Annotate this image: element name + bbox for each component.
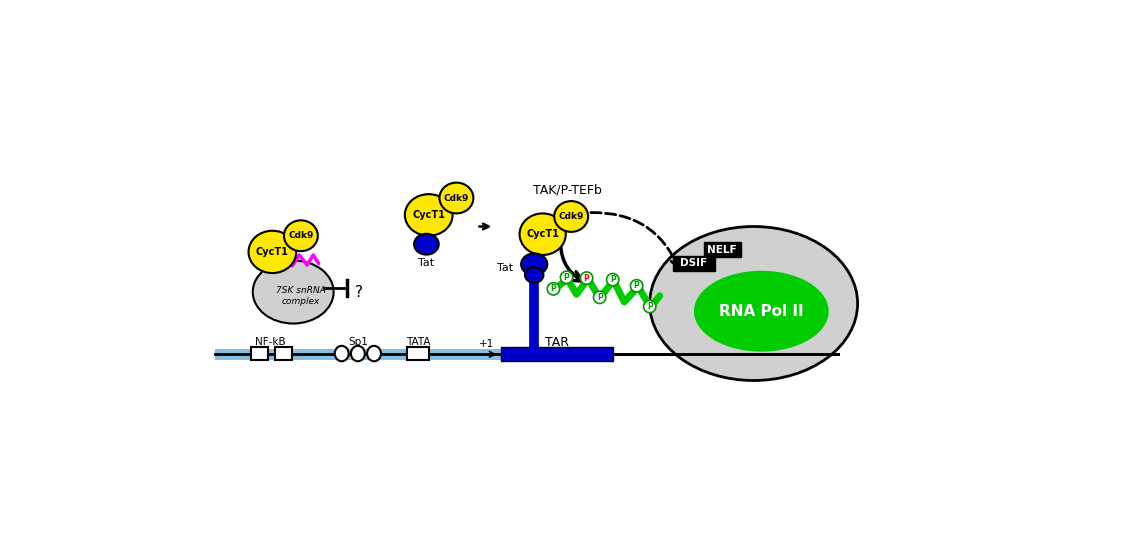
Ellipse shape: [644, 300, 655, 313]
Text: P: P: [584, 274, 589, 282]
Text: CycT1: CycT1: [527, 229, 559, 239]
Text: P: P: [596, 293, 603, 302]
Text: P: P: [610, 275, 616, 284]
Ellipse shape: [580, 272, 593, 284]
Ellipse shape: [335, 346, 349, 361]
Bar: [276, 347, 293, 361]
Bar: [673, 256, 715, 271]
Ellipse shape: [351, 346, 365, 361]
Text: +1: +1: [479, 339, 494, 348]
Ellipse shape: [547, 283, 560, 295]
Ellipse shape: [561, 271, 572, 284]
Ellipse shape: [284, 220, 318, 251]
Text: ?: ?: [355, 285, 363, 300]
Bar: [502, 347, 612, 361]
Ellipse shape: [650, 226, 857, 381]
Ellipse shape: [521, 253, 547, 275]
Text: 7SK snRNA
complex: 7SK snRNA complex: [276, 286, 326, 306]
Text: Cdk9: Cdk9: [443, 193, 470, 202]
Bar: [214, 349, 538, 360]
Text: TAK/P-TEFb: TAK/P-TEFb: [532, 184, 602, 197]
Text: Sp1: Sp1: [348, 337, 368, 347]
Ellipse shape: [606, 273, 619, 286]
Ellipse shape: [524, 267, 544, 283]
Text: RNA Pol II: RNA Pol II: [719, 303, 804, 319]
Text: DSIF: DSIF: [681, 259, 708, 268]
Text: Cdk9: Cdk9: [559, 212, 584, 221]
Text: CycT1: CycT1: [413, 210, 445, 220]
Bar: [407, 347, 429, 361]
Text: NF-kB: NF-kB: [254, 337, 285, 347]
Text: TATA: TATA: [407, 337, 431, 347]
Text: P: P: [563, 273, 569, 282]
Ellipse shape: [554, 201, 588, 232]
Ellipse shape: [405, 194, 453, 236]
Text: Tat: Tat: [497, 263, 513, 273]
Text: NELF: NELF: [707, 245, 736, 254]
Ellipse shape: [414, 234, 439, 254]
Text: CycT1: CycT1: [256, 247, 288, 257]
Text: P: P: [646, 302, 652, 311]
Bar: [703, 242, 741, 257]
Bar: [251, 347, 268, 361]
Ellipse shape: [367, 346, 381, 361]
Ellipse shape: [520, 213, 565, 255]
Ellipse shape: [440, 183, 473, 213]
Ellipse shape: [630, 280, 643, 292]
Ellipse shape: [249, 231, 296, 273]
Ellipse shape: [253, 260, 334, 323]
Ellipse shape: [594, 291, 605, 303]
Text: Cdk9: Cdk9: [288, 231, 314, 240]
Text: Tat: Tat: [418, 258, 434, 268]
Text: P: P: [634, 281, 640, 291]
Text: TAR: TAR: [545, 335, 569, 348]
Text: P: P: [551, 285, 556, 293]
Ellipse shape: [694, 271, 829, 352]
